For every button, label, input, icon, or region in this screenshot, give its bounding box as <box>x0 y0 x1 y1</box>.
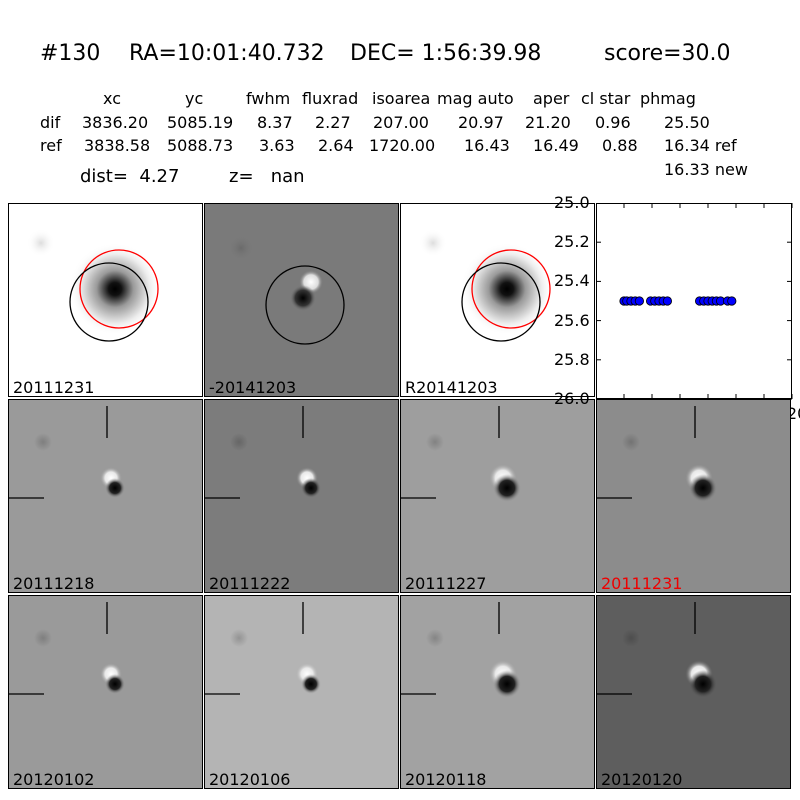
panel-label: 20111227 <box>405 574 487 593</box>
y-tick-label: 25.6 <box>554 310 590 330</box>
ref-image-panel: 20111231 <box>8 203 203 397</box>
row-dif-label: dif <box>40 113 61 132</box>
y-tick-label: 25.8 <box>554 349 590 369</box>
col-aper: aper <box>533 89 570 108</box>
difference-image-panel: 20120102 <box>8 595 203 789</box>
ref-xc: 3838.58 <box>84 136 151 155</box>
panel-label: R20141203 <box>405 378 498 397</box>
dif-mag-auto: 20.97 <box>458 113 504 132</box>
difference-image-panel: 20120118 <box>400 595 595 789</box>
black-aperture-circle <box>265 265 345 345</box>
red-aperture-circle <box>471 249 551 329</box>
difference-image-panel: 20111227 <box>400 399 595 593</box>
distance: dist= 4.27 <box>80 166 180 187</box>
ref-phmag: 16.34 ref <box>664 136 737 155</box>
score: score=30.0 <box>604 41 731 66</box>
declination: DEC= 1:56:39.98 <box>350 41 542 66</box>
ref-cl-star: 0.88 <box>602 136 638 155</box>
diff-image-panel: -20141203 <box>204 203 399 397</box>
right-ascension: RA=10:01:40.732 <box>129 41 325 66</box>
difference-image-panel: 20111218 <box>8 399 203 593</box>
panel-label: 20111231 <box>13 378 95 397</box>
difference-image-panel: 20120106 <box>204 595 399 789</box>
panel-label: 20111231 <box>601 574 683 593</box>
y-tick-label: 25.0 <box>554 193 590 212</box>
panel-label: 20120118 <box>405 770 487 789</box>
red-aperture-circle <box>79 249 159 329</box>
ref-fwhm: 3.63 <box>259 136 295 155</box>
dif-fwhm: 8.37 <box>257 113 293 132</box>
panel-label: 20111222 <box>209 574 291 593</box>
col-yc: yc <box>185 89 204 108</box>
data-point <box>727 296 737 306</box>
dif-aper: 21.20 <box>525 113 571 132</box>
col-fluxrad: fluxrad <box>302 89 359 108</box>
y-tick-label: 26.0 <box>554 389 590 408</box>
ref-fluxrad: 2.64 <box>318 136 354 155</box>
col-mag-auto: mag auto <box>437 89 514 108</box>
panel-label: 20120106 <box>209 770 291 789</box>
ref-isoarea: 1720.00 <box>369 136 436 155</box>
new-ref-image-panel: R20141203 <box>400 203 595 397</box>
difference-image-panel: 20111222 <box>204 399 399 593</box>
ref-aper: 16.49 <box>533 136 579 155</box>
difference-image-panel: 20111231 <box>596 399 791 593</box>
candidate-id: #130 <box>40 41 101 66</box>
dif-phmag: 25.50 <box>664 113 710 132</box>
col-cl-star: cl star <box>581 89 631 108</box>
data-point <box>662 296 673 306</box>
redshift: z= nan <box>229 166 305 187</box>
col-xc: xc <box>103 89 121 108</box>
new-phmag: 16.33 new <box>664 160 748 179</box>
row-ref-label: ref <box>40 136 62 155</box>
ref-mag-auto: 16.43 <box>464 136 510 155</box>
panel-label: 20120102 <box>13 770 95 789</box>
panel-label: 20120120 <box>601 770 683 789</box>
y-tick-label: 25.4 <box>554 271 590 291</box>
difference-image-panel: 20120120 <box>596 595 791 789</box>
col-isoarea: isoarea <box>372 89 431 108</box>
col-fwhm: fwhm <box>246 89 291 108</box>
dif-isoarea: 207.00 <box>373 113 429 132</box>
dif-yc: 5085.19 <box>167 113 234 132</box>
y-tick-label: 25.2 <box>554 232 590 252</box>
panel-label: -20141203 <box>209 378 297 397</box>
black-aperture-circle <box>461 262 541 342</box>
black-aperture-circle <box>69 262 149 342</box>
ref-yc: 5088.73 <box>167 136 234 155</box>
dif-xc: 3836.20 <box>82 113 149 132</box>
col-phmag: phmag <box>640 89 696 108</box>
dif-fluxrad: 2.27 <box>315 113 351 132</box>
panel-label: 20111218 <box>13 574 95 593</box>
data-point <box>634 296 645 306</box>
dif-cl-star: 0.96 <box>595 113 631 132</box>
